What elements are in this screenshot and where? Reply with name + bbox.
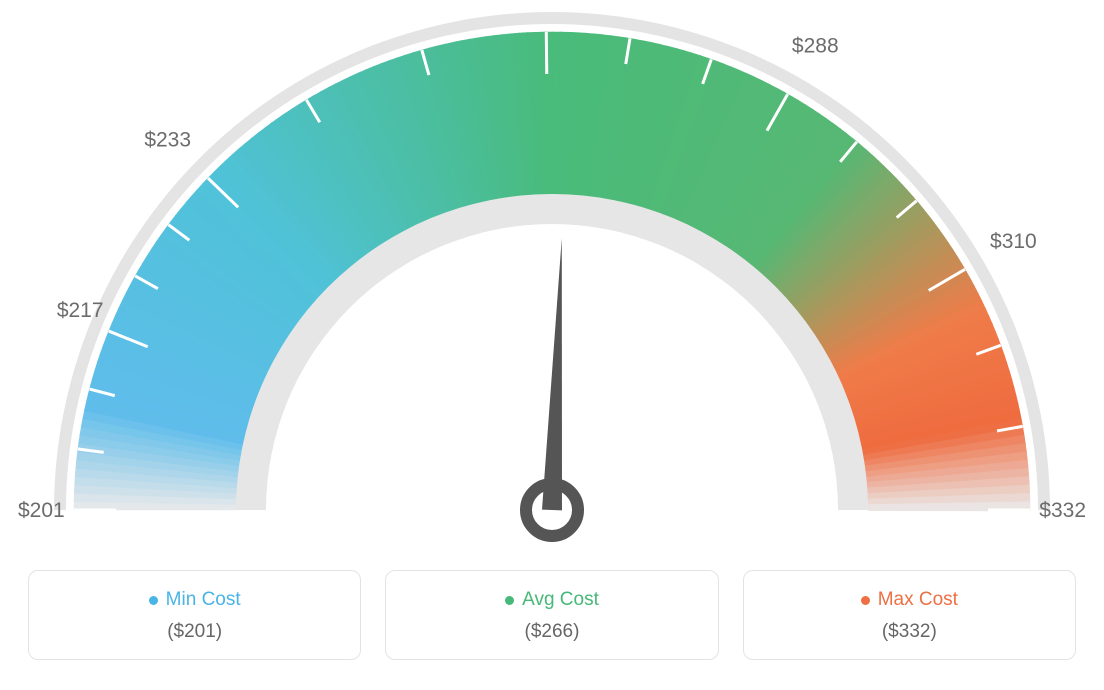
legend-card-min: Min Cost ($201) — [28, 570, 361, 660]
legend-dot-avg — [505, 596, 514, 605]
legend-card-max: Max Cost ($332) — [743, 570, 1076, 660]
legend-value-max: ($332) — [754, 621, 1065, 643]
gauge-tick-label: $233 — [144, 128, 191, 151]
gauge-tick-label: $288 — [792, 34, 839, 57]
legend: Min Cost ($201) Avg Cost ($266) Max Cost… — [0, 570, 1104, 690]
legend-title-max: Max Cost — [878, 589, 958, 611]
legend-value-min: ($201) — [39, 621, 350, 643]
gauge-needle — [542, 238, 562, 510]
legend-title-avg: Avg Cost — [522, 589, 599, 611]
gauge-tick-label: $310 — [990, 230, 1037, 253]
legend-dot-min — [149, 596, 158, 605]
gauge-tick-label: $201 — [18, 499, 65, 522]
legend-title-min: Min Cost — [166, 589, 241, 611]
legend-value-avg: ($266) — [396, 621, 707, 643]
gauge-tick-label: $217 — [57, 299, 104, 322]
gauge-tick-label: $332 — [1039, 499, 1086, 522]
legend-dot-max — [861, 596, 870, 605]
legend-card-avg: Avg Cost ($266) — [385, 570, 718, 660]
cost-gauge-chart: $201$217$233$266$288$310$332 — [0, 0, 1104, 570]
